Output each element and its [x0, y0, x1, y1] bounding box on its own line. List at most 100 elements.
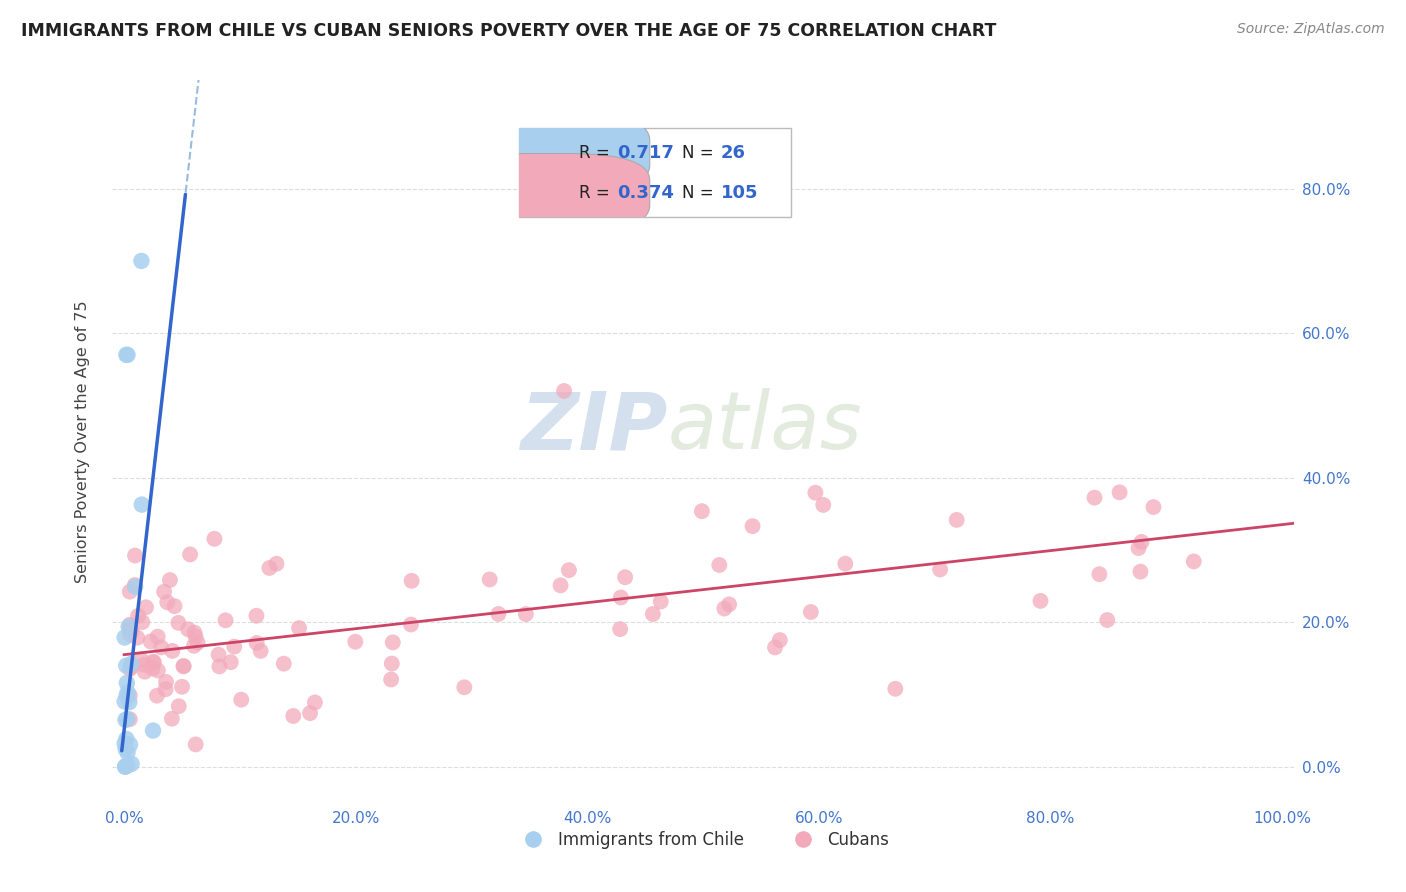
Immigrants from Chile	[115, 676, 138, 690]
Immigrants from Chile	[114, 737, 136, 751]
Cubans	[139, 634, 162, 648]
Cubans	[1130, 535, 1153, 549]
Cubans	[118, 617, 141, 632]
Cubans	[167, 699, 190, 714]
Immigrants from Chile	[124, 580, 146, 594]
Cubans	[156, 595, 179, 609]
Cubans	[134, 657, 156, 672]
Cubans	[1083, 491, 1105, 505]
Cubans	[288, 621, 311, 635]
Cubans	[127, 631, 149, 645]
Cubans	[160, 712, 183, 726]
Cubans	[118, 712, 141, 726]
Cubans	[614, 570, 637, 584]
Cubans	[273, 657, 295, 671]
Cubans	[187, 635, 209, 649]
Cubans	[834, 557, 856, 571]
Cubans	[135, 600, 157, 615]
Cubans	[380, 673, 402, 687]
Legend: Immigrants from Chile, Cubans: Immigrants from Chile, Cubans	[510, 824, 896, 856]
Cubans	[231, 692, 253, 706]
Cubans	[142, 656, 165, 670]
Cubans	[118, 627, 141, 641]
Cubans	[1128, 541, 1150, 555]
Cubans	[127, 608, 149, 623]
Text: ZIP: ZIP	[520, 388, 668, 467]
Cubans	[121, 624, 143, 639]
Cubans	[118, 623, 141, 637]
Immigrants from Chile	[114, 694, 136, 708]
Y-axis label: Seniors Poverty Over the Age of 75: Seniors Poverty Over the Age of 75	[76, 301, 90, 582]
Cubans	[179, 548, 201, 562]
Text: IMMIGRANTS FROM CHILE VS CUBAN SENIORS POVERTY OVER THE AGE OF 75 CORRELATION CH: IMMIGRANTS FROM CHILE VS CUBAN SENIORS P…	[21, 22, 997, 40]
Text: 26: 26	[721, 144, 745, 161]
Cubans	[1142, 500, 1164, 514]
Immigrants from Chile	[117, 685, 139, 699]
Cubans	[381, 657, 404, 671]
Cubans	[399, 617, 422, 632]
Cubans	[800, 605, 823, 619]
Cubans	[804, 485, 827, 500]
Cubans	[1029, 594, 1052, 608]
Cubans	[129, 652, 152, 666]
Cubans	[283, 709, 305, 723]
Cubans	[259, 561, 281, 575]
Immigrants from Chile	[114, 760, 136, 774]
Cubans	[207, 648, 229, 662]
Cubans	[170, 680, 193, 694]
Immigrants from Chile	[115, 688, 138, 702]
Cubans	[155, 682, 177, 697]
Cubans	[150, 640, 173, 655]
Cubans	[769, 633, 792, 648]
Cubans	[173, 659, 195, 673]
Text: 105: 105	[721, 184, 758, 202]
Cubans	[183, 625, 205, 640]
Text: 0.717: 0.717	[617, 144, 673, 161]
Cubans	[713, 601, 735, 615]
Cubans	[155, 674, 177, 689]
Cubans	[884, 681, 907, 696]
Immigrants from Chile	[121, 756, 143, 771]
Cubans	[124, 549, 146, 563]
Cubans	[478, 573, 501, 587]
Cubans	[159, 573, 181, 587]
Cubans	[945, 513, 967, 527]
Cubans	[741, 519, 763, 533]
Cubans	[610, 591, 633, 605]
Cubans	[214, 613, 236, 627]
Cubans	[224, 640, 246, 654]
Text: Source: ZipAtlas.com: Source: ZipAtlas.com	[1237, 22, 1385, 37]
Cubans	[650, 594, 672, 608]
Cubans	[553, 384, 575, 398]
Cubans	[118, 689, 141, 703]
Immigrants from Chile	[114, 631, 136, 645]
Cubans	[929, 562, 952, 576]
Cubans	[266, 557, 288, 571]
Cubans	[162, 644, 184, 658]
Cubans	[124, 578, 146, 592]
Immigrants from Chile	[117, 758, 139, 772]
Cubans	[121, 659, 143, 673]
FancyBboxPatch shape	[449, 113, 650, 192]
Cubans	[134, 665, 156, 679]
Immigrants from Chile	[117, 348, 139, 362]
Immigrants from Chile	[131, 498, 153, 512]
Cubans	[763, 640, 786, 655]
Cubans	[246, 636, 269, 650]
Cubans	[163, 599, 186, 614]
Immigrants from Chile	[115, 348, 138, 362]
Cubans	[204, 532, 226, 546]
Cubans	[118, 584, 141, 599]
Cubans	[550, 578, 572, 592]
Cubans	[453, 680, 475, 694]
Cubans	[183, 639, 205, 653]
Cubans	[184, 630, 207, 644]
Cubans	[245, 608, 267, 623]
Cubans	[299, 706, 322, 720]
Cubans	[141, 661, 163, 675]
Cubans	[609, 622, 631, 636]
Immigrants from Chile	[114, 760, 136, 774]
Cubans	[558, 563, 581, 577]
Cubans	[146, 664, 169, 678]
Cubans	[167, 615, 190, 630]
